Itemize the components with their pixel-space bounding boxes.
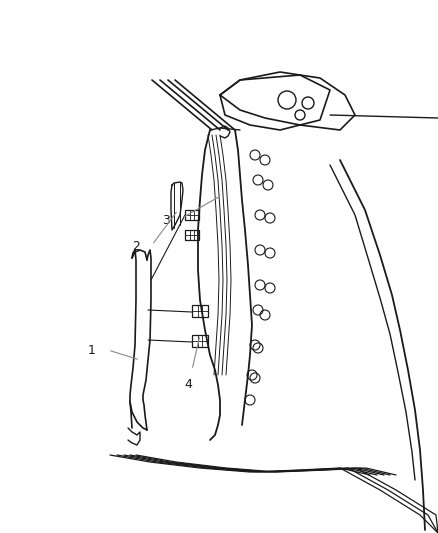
Text: 2: 2	[132, 240, 140, 254]
Text: 4: 4	[184, 378, 192, 391]
Text: 3: 3	[162, 214, 170, 227]
Text: 1: 1	[88, 343, 96, 357]
